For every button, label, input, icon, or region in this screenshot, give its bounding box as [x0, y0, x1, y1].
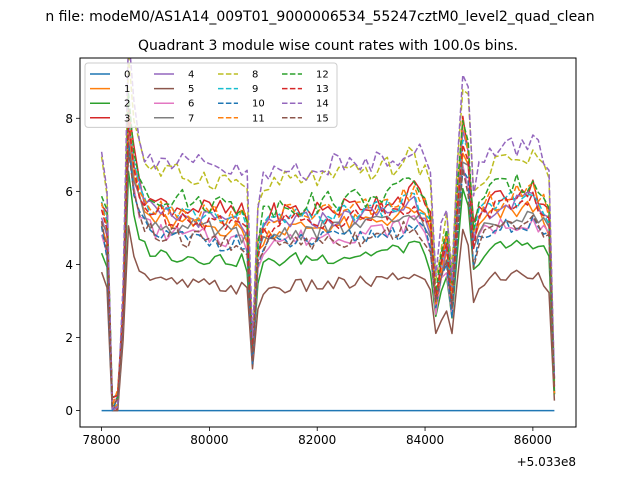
- y-tick-label: 0: [65, 404, 73, 418]
- legend-label-0: 0: [124, 70, 130, 81]
- x-offset-label: +5.033e8: [517, 455, 576, 469]
- series-line-5: [100, 225, 556, 412]
- y-tick-label: 4: [65, 258, 73, 272]
- legend-label-9: 9: [252, 84, 258, 95]
- legend-label-8: 8: [252, 70, 258, 81]
- x-tick-label: 80000: [190, 433, 228, 447]
- series-line-14: [100, 58, 556, 412]
- legend-label-12: 12: [316, 70, 329, 81]
- legend-frame: [84, 62, 338, 128]
- x-axis: 78000 80000 82000 84000 86000: [82, 427, 552, 447]
- legend-label-5: 5: [188, 84, 194, 95]
- x-tick-label: 78000: [82, 433, 120, 447]
- series-line-2: [100, 170, 556, 412]
- series-line-3: [100, 107, 556, 411]
- x-tick-label: 84000: [406, 433, 444, 447]
- series-line-11: [100, 112, 556, 407]
- x-tick-label: 86000: [514, 433, 552, 447]
- y-tick-label: 6: [65, 185, 73, 199]
- legend-label-11: 11: [252, 113, 265, 124]
- legend-label-3: 3: [124, 113, 130, 124]
- legend-label-7: 7: [188, 113, 194, 124]
- series-line-10: [100, 141, 556, 412]
- legend-label-2: 2: [124, 99, 130, 110]
- plot-frame: [79, 57, 577, 428]
- legend-label-1: 1: [124, 84, 130, 95]
- legend-label-10: 10: [252, 99, 265, 110]
- series-layer: [100, 58, 556, 412]
- series-line-13: [100, 118, 556, 399]
- x-tick-label: 82000: [298, 433, 336, 447]
- legend-label-6: 6: [188, 99, 194, 110]
- legend-label-4: 4: [188, 70, 194, 81]
- suptitle: n file: modeM0/AS1A14_009T01_9000006534_…: [45, 9, 594, 25]
- chart-title: Quadrant 3 module wise count rates with …: [138, 38, 518, 54]
- y-tick-label: 2: [65, 331, 73, 345]
- legend-label-14: 14: [316, 99, 329, 110]
- y-tick-label: 8: [65, 112, 73, 126]
- series-line-12: [100, 92, 556, 401]
- legend-label-13: 13: [316, 84, 329, 95]
- y-axis: 0 2 4 6 8: [65, 112, 80, 418]
- series-line-15: [100, 149, 556, 407]
- legend-label-15: 15: [316, 113, 329, 124]
